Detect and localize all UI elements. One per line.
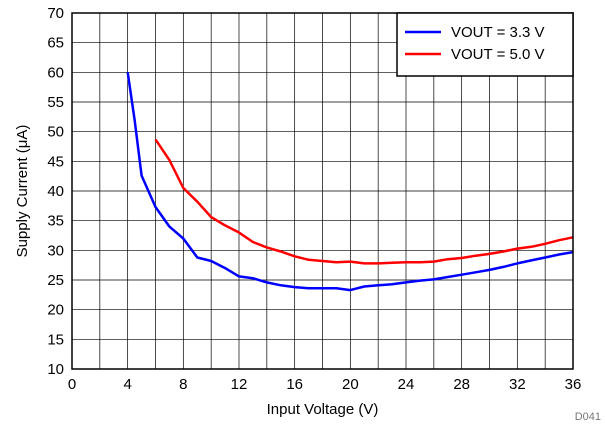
figure-id: D041 <box>575 411 601 423</box>
x-tick-label: 4 <box>123 376 131 393</box>
y-tick-label: 50 <box>47 124 64 141</box>
x-tick-label: 32 <box>509 376 526 393</box>
legend-label-vout-5v0: VOUT = 5.0 V <box>451 46 545 63</box>
x-tick-label: 20 <box>342 376 359 393</box>
series-line-vout-3v3 <box>126 72 574 292</box>
y-tick-label: 70 <box>47 5 64 22</box>
y-tick-label: 35 <box>47 213 64 230</box>
series-line-vout-5v0 <box>154 138 574 265</box>
x-axis-ticks: 0 4 8 12 16 20 24 28 32 36 <box>68 376 582 393</box>
y-tick-label: 25 <box>47 272 64 289</box>
x-tick-label: 12 <box>231 376 248 393</box>
x-tick-label: 8 <box>179 376 187 393</box>
legend-label-vout-3v3: VOUT = 3.3 V <box>451 24 545 41</box>
y-axis-ticks: 10 15 20 25 30 35 40 45 50 55 60 65 70 <box>47 5 64 378</box>
y-tick-label: 20 <box>47 302 64 319</box>
y-tick-label: 10 <box>47 361 64 378</box>
legend-box <box>396 12 574 77</box>
y-tick-label: 30 <box>47 242 64 259</box>
y-tick-label: 15 <box>47 331 64 348</box>
x-tick-label: 16 <box>286 376 303 393</box>
y-tick-label: 40 <box>47 183 64 200</box>
y-axis-title: Supply Current (μA) <box>14 125 31 258</box>
y-tick-label: 55 <box>47 94 64 111</box>
x-tick-label: 36 <box>565 376 582 393</box>
series-layer <box>126 72 574 292</box>
legend: VOUT = 3.3 V VOUT = 5.0 V <box>396 12 574 77</box>
plot-frame <box>71 12 574 370</box>
x-tick-label: 24 <box>398 376 415 393</box>
y-tick-label: 45 <box>47 153 64 170</box>
y-tick-label: 65 <box>47 35 64 52</box>
x-tick-label: 28 <box>453 376 470 393</box>
x-tick-label: 0 <box>68 376 76 393</box>
y-tick-label: 60 <box>47 64 64 81</box>
x-axis-title: Input Voltage (V) <box>267 401 379 418</box>
